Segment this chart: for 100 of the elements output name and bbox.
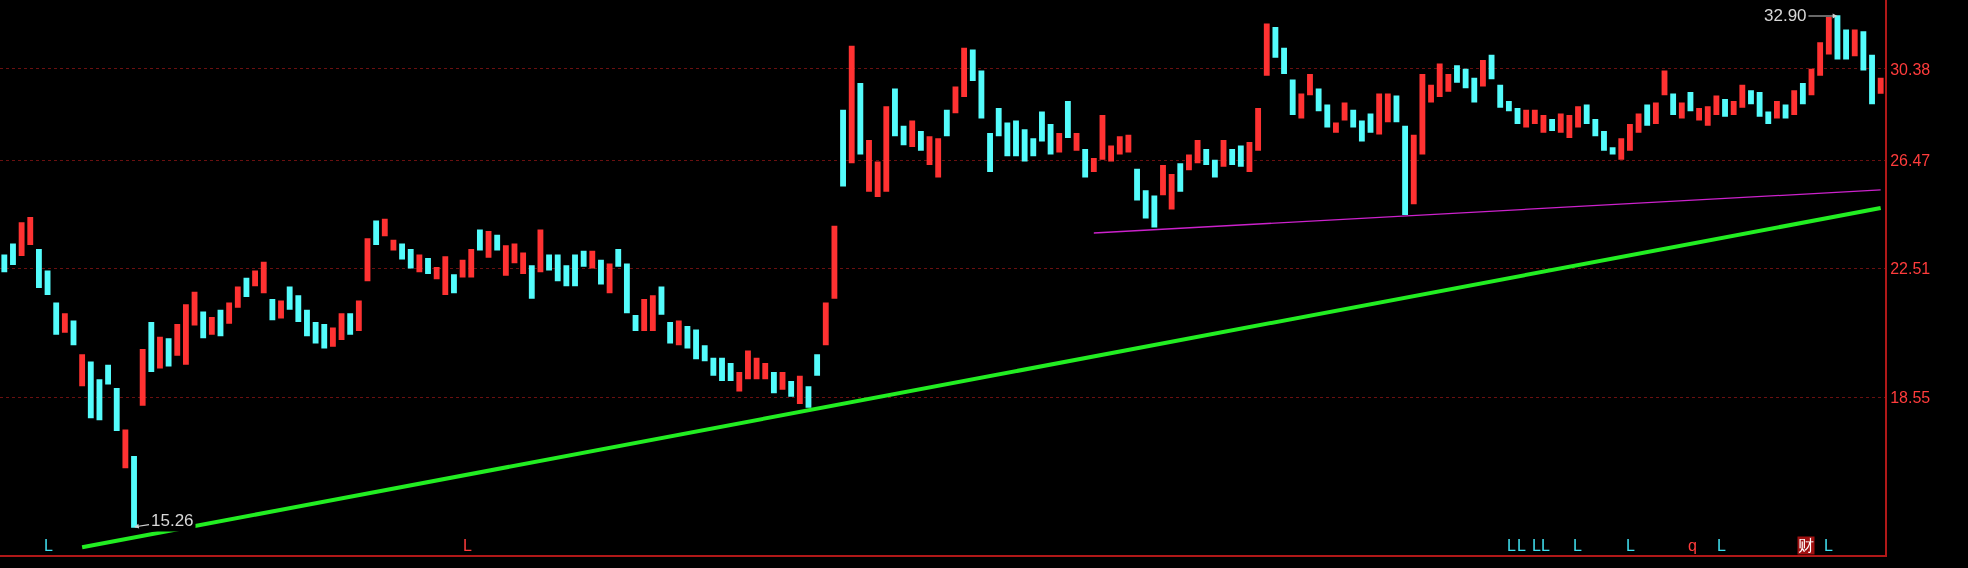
candlestick (234, 286, 241, 308)
candlestick (295, 295, 302, 323)
candlestick (1125, 134, 1132, 153)
candlestick (1825, 17, 1832, 55)
candlestick (1774, 100, 1780, 119)
candlestick (909, 120, 916, 147)
candlestick (252, 270, 258, 287)
candlestick (554, 254, 561, 282)
candlestick (1704, 106, 1711, 126)
candlestick (1376, 93, 1383, 135)
candlestick (693, 329, 699, 360)
candlestick (1082, 149, 1089, 178)
candlestick (278, 300, 284, 319)
candlestick (1462, 68, 1469, 89)
candlestick (174, 324, 181, 356)
candlestick (1799, 83, 1806, 105)
candlestick (122, 429, 129, 469)
candlestick (572, 254, 578, 287)
candlestick (840, 109, 846, 187)
candlestick (1030, 138, 1037, 157)
candlestick (1592, 118, 1599, 137)
candlestick (995, 107, 1002, 137)
candlestick (1860, 31, 1867, 71)
candlestick (1151, 195, 1158, 228)
candlestick (1644, 104, 1651, 126)
candlestick (1186, 154, 1192, 171)
candlestick (226, 302, 233, 324)
candlestick (978, 70, 985, 119)
candlestick (1454, 65, 1460, 83)
candlestick (1358, 120, 1365, 142)
candlestick (407, 248, 414, 269)
annotation: L (1824, 537, 1833, 554)
candlestick (1696, 107, 1703, 121)
candlestick (1333, 122, 1339, 133)
candlestick (1575, 106, 1581, 128)
candlestick (710, 357, 717, 376)
candlestick (381, 218, 388, 237)
candlestick (1039, 111, 1045, 142)
candlestick (563, 265, 570, 287)
annotation: L (1626, 537, 1635, 554)
candlestick (321, 324, 328, 349)
annotation: q (1688, 537, 1697, 554)
candlestick (1013, 120, 1019, 157)
candlestick (1324, 104, 1331, 128)
candlestick (139, 348, 146, 406)
annotation: 15.26 (151, 511, 194, 530)
candlestick (1566, 115, 1573, 138)
candlestick (1471, 77, 1478, 103)
candlestick (1730, 100, 1737, 116)
candlestick (1505, 100, 1512, 112)
candlestick (399, 243, 405, 260)
candlestick (347, 313, 354, 335)
candlestick (857, 83, 864, 155)
candlestick (935, 138, 942, 178)
candlestick (373, 220, 380, 246)
candlestick (1142, 190, 1149, 219)
annotation: L (1532, 537, 1541, 554)
candlestick (79, 354, 86, 387)
candlestick (61, 313, 68, 333)
candlestick (848, 45, 855, 164)
candlestick (874, 161, 881, 198)
candlestick (606, 263, 613, 294)
candlestick (1419, 74, 1426, 155)
candlestick (753, 357, 760, 380)
candlestick (987, 132, 993, 173)
candlestick (1255, 107, 1262, 151)
candlestick (1609, 147, 1616, 155)
candlestick (1601, 131, 1607, 151)
candlestick (667, 322, 674, 344)
candlestick (1817, 42, 1824, 76)
candlestick (1160, 165, 1166, 196)
candlestick (468, 248, 475, 278)
candlestick (27, 216, 34, 246)
candlestick (1713, 95, 1720, 116)
candlestick (943, 109, 950, 137)
candlestick (1194, 140, 1201, 164)
candlestick (1436, 63, 1443, 98)
candlestick (528, 265, 535, 299)
annotation: L (463, 537, 472, 554)
candlestick (35, 248, 42, 289)
candlestick (1756, 92, 1763, 117)
candlestick (416, 254, 423, 273)
candlestick (10, 243, 16, 266)
candlestick (745, 350, 751, 380)
candlestick (1627, 124, 1633, 151)
candlestick (355, 300, 362, 332)
candlestick (1134, 168, 1140, 201)
annotation: 财 (1798, 537, 1814, 554)
candlestick (1350, 109, 1357, 128)
candlestick (87, 361, 94, 419)
y-tick-label: 22.51 (1890, 260, 1931, 278)
candlestick (1877, 77, 1884, 94)
candlestick (1557, 113, 1564, 133)
candlestick (1090, 158, 1097, 173)
candlestick (1523, 109, 1530, 128)
candlestick (131, 455, 137, 528)
candlestick (580, 250, 587, 267)
annotation: L (44, 537, 53, 554)
candlestick (1298, 93, 1305, 119)
candlestick (623, 263, 630, 314)
